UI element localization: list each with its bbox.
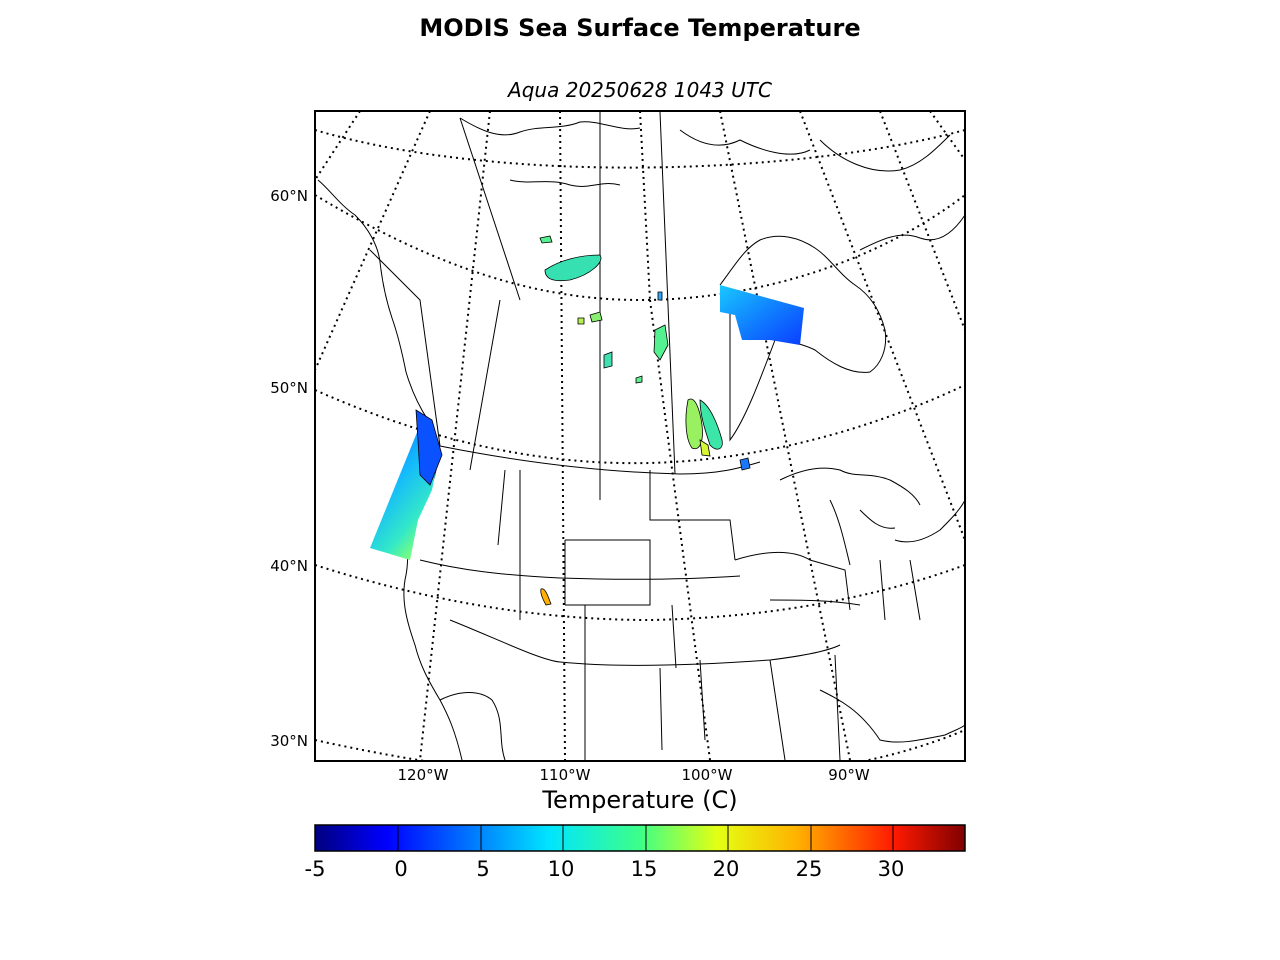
- map-frame: [314, 110, 966, 762]
- chart-title: MODIS Sea Surface Temperature: [419, 14, 861, 42]
- map-background: [315, 111, 965, 761]
- lon-label-100: 100°W: [682, 766, 733, 784]
- sst-lake-small-1: [589, 311, 603, 323]
- colorbar-tick-label: 15: [631, 857, 658, 881]
- sst-great-slave: [539, 235, 553, 244]
- colorbar-tick-label: 0: [394, 857, 407, 881]
- colorbar-tick-marks: [397, 825, 894, 851]
- lon-label-120: 120°W: [398, 766, 449, 784]
- colorbar-label: Temperature (C): [542, 786, 738, 814]
- sst-lake-small-2: [577, 317, 585, 325]
- sst-lake-small-5: [739, 457, 751, 471]
- sst-lake-small-4: [635, 375, 643, 384]
- colorbar: [314, 824, 966, 852]
- sst-great-salt-lake: [540, 588, 552, 606]
- sst-hudson-swath: [720, 285, 804, 345]
- sst-puget-sound: [415, 409, 443, 486]
- graticule: [315, 111, 965, 761]
- sst-lake-manitoba: [653, 324, 669, 361]
- sst-lake-winnipeg-3: [699, 439, 711, 457]
- sst-lake-small-3: [603, 351, 613, 369]
- colorbar-tick-label: 5: [476, 857, 489, 881]
- colorbar-tick-labels: -5 0 5 10 15 20 25 30: [305, 857, 905, 881]
- sst-data: [370, 235, 804, 606]
- map-content: [315, 111, 965, 761]
- sst-lake-winnipeg-2: [699, 399, 723, 450]
- lat-label-40: 40°N: [270, 557, 308, 575]
- lon-label-110: 110°W: [540, 766, 591, 784]
- colorbar-tick-label: 10: [548, 857, 575, 881]
- chart-subtitle: Aqua 20250628 1043 UTC: [508, 78, 772, 102]
- lat-label-60: 60°N: [270, 187, 308, 205]
- colorbar-tick-label: 20: [713, 857, 740, 881]
- colorbar-tick-label: -5: [305, 857, 326, 881]
- colorbar-tick-label: 30: [878, 857, 905, 881]
- sst-lake-small-6: [657, 291, 663, 301]
- lat-label-30: 30°N: [270, 732, 308, 750]
- sst-lake-athabasca: [544, 254, 602, 282]
- colorbar-tick-label: 25: [796, 857, 823, 881]
- lat-label-50: 50°N: [270, 379, 308, 397]
- lon-label-90: 90°W: [828, 766, 870, 784]
